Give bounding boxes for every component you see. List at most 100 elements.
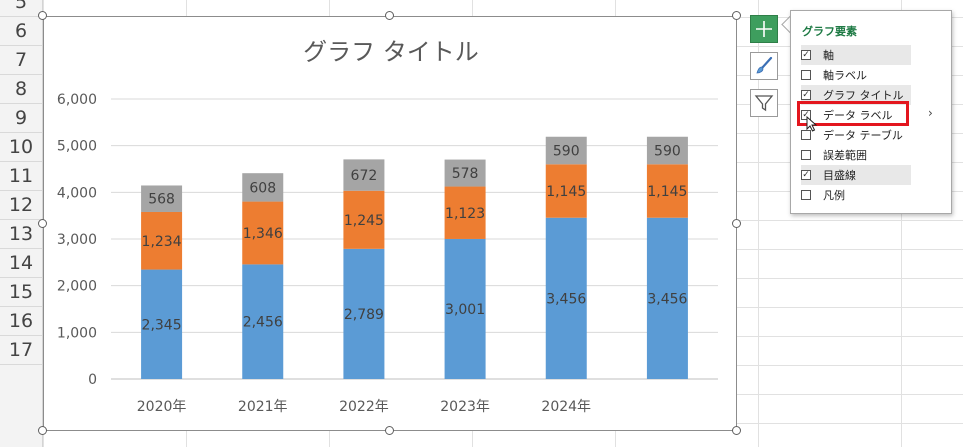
row-header-9[interactable]: 9 bbox=[0, 104, 42, 133]
row-header-12[interactable]: 12 bbox=[0, 191, 42, 220]
chart-filters-button[interactable] bbox=[750, 89, 778, 117]
chart-title[interactable]: グラフ タイトル bbox=[303, 38, 479, 66]
resize-handle-b[interactable] bbox=[385, 426, 394, 435]
row-header-17[interactable]: 17 bbox=[0, 336, 42, 365]
submenu-arrow-icon[interactable]: › bbox=[928, 106, 933, 120]
resize-handle-tl[interactable] bbox=[38, 11, 47, 20]
row-header-11[interactable]: 11 bbox=[0, 162, 42, 191]
row-header-7[interactable]: 7 bbox=[0, 46, 42, 75]
row-header-14[interactable]: 14 bbox=[0, 249, 42, 278]
checkbox[interactable]: ✓ bbox=[801, 109, 811, 120]
data-label[interactable]: 590 bbox=[654, 144, 681, 160]
data-label[interactable]: 608 bbox=[249, 180, 276, 196]
bar-segment[interactable] bbox=[545, 217, 587, 379]
data-label[interactable]: 2,456 bbox=[243, 315, 283, 331]
panel-item-data-labels[interactable]: ✓ データ ラベル bbox=[801, 105, 911, 125]
chart-styles-button[interactable] bbox=[750, 52, 778, 80]
y-tick-label[interactable]: 4,000 bbox=[57, 185, 97, 201]
checkbox[interactable] bbox=[801, 190, 811, 200]
plus-icon bbox=[756, 21, 772, 37]
x-tick-label[interactable]: 2024年 bbox=[541, 399, 591, 415]
data-label[interactable]: 578 bbox=[452, 166, 479, 182]
checkbox[interactable]: ✓ bbox=[801, 49, 811, 60]
bar-segment[interactable] bbox=[242, 201, 284, 265]
row-header-10[interactable]: 10 bbox=[0, 133, 42, 162]
resize-handle-tr[interactable] bbox=[732, 11, 741, 20]
bar-segment[interactable] bbox=[545, 164, 587, 218]
bar-segment[interactable] bbox=[242, 264, 284, 379]
panel-item-data-table[interactable]: データ テーブル bbox=[801, 125, 911, 145]
bar-segment[interactable] bbox=[545, 136, 587, 165]
panel-item-error-bars[interactable]: 誤差範囲 bbox=[801, 145, 911, 165]
panel-item-legend[interactable]: 凡例 bbox=[801, 185, 911, 205]
data-label[interactable]: 3,001 bbox=[445, 302, 485, 318]
panel-item-label: 誤差範囲 bbox=[823, 149, 867, 162]
chart-plot[interactable]: グラフ タイトル 0 1,000 2,000 3,000 4,000 5,000 6,000… bbox=[44, 17, 738, 432]
bar-segment[interactable] bbox=[444, 159, 486, 187]
bar-segment[interactable] bbox=[343, 248, 385, 379]
bar-segment[interactable] bbox=[444, 186, 486, 239]
data-label[interactable]: 1,245 bbox=[344, 213, 384, 229]
y-tick-label[interactable]: 3,000 bbox=[57, 232, 97, 248]
x-tick-label[interactable]: 2023年 bbox=[440, 399, 490, 415]
brush-icon bbox=[756, 56, 773, 74]
panel-item-chart-title[interactable]: ✓ グラフ タイトル bbox=[801, 85, 911, 105]
panel-item-label: 軸ラベル bbox=[823, 69, 867, 82]
panel-item-gridlines[interactable]: ✓ 目盛線 bbox=[801, 165, 911, 185]
bar-segment[interactable] bbox=[141, 269, 183, 379]
chart-area[interactable]: グラフ タイトル 0 1,000 2,000 3,000 4,000 5,000 6,000… bbox=[43, 16, 737, 431]
bar-segment[interactable] bbox=[242, 173, 284, 202]
funnel-icon bbox=[754, 95, 774, 112]
x-tick-label[interactable]: 2020年 bbox=[137, 399, 187, 415]
y-tick-label[interactable]: 0 bbox=[88, 372, 97, 388]
y-tick-label[interactable]: 6,000 bbox=[57, 92, 97, 108]
row-header-6[interactable]: 6 bbox=[0, 17, 42, 46]
checkbox[interactable]: ✓ bbox=[801, 169, 811, 180]
row-headers: 5 6 7 8 9 10 11 12 13 14 15 16 17 bbox=[0, 0, 43, 447]
bar-segment[interactable] bbox=[141, 185, 183, 212]
bar-segment[interactable] bbox=[343, 159, 385, 191]
data-label[interactable]: 2,345 bbox=[142, 317, 182, 333]
data-label[interactable]: 1,145 bbox=[647, 184, 687, 200]
row-header-15[interactable]: 15 bbox=[0, 278, 42, 307]
data-label[interactable]: 1,346 bbox=[243, 226, 283, 242]
checkbox[interactable] bbox=[801, 70, 811, 80]
y-tick-label[interactable]: 5,000 bbox=[57, 139, 97, 155]
data-label[interactable]: 2,789 bbox=[344, 307, 384, 323]
chart-elements-button[interactable] bbox=[750, 15, 778, 43]
row-header-5[interactable]: 5 bbox=[0, 0, 42, 17]
y-tick-label[interactable]: 2,000 bbox=[57, 279, 97, 295]
bar-segment[interactable] bbox=[343, 190, 385, 249]
panel-item-axis-titles[interactable]: 軸ラベル bbox=[801, 65, 911, 85]
checkbox[interactable] bbox=[801, 150, 811, 160]
data-label[interactable]: 1,145 bbox=[546, 184, 586, 200]
row-header-16[interactable]: 16 bbox=[0, 307, 42, 336]
panel-item-axes[interactable]: ✓ 軸 bbox=[801, 45, 911, 65]
x-tick-label[interactable]: 2021年 bbox=[238, 399, 288, 415]
row-header-8[interactable]: 8 bbox=[0, 75, 42, 104]
row-header-13[interactable]: 13 bbox=[0, 220, 42, 249]
bar-segment[interactable] bbox=[646, 164, 688, 218]
resize-handle-bl[interactable] bbox=[38, 426, 47, 435]
data-label[interactable]: 590 bbox=[553, 144, 580, 160]
resize-handle-t[interactable] bbox=[385, 11, 394, 20]
bar-segment[interactable] bbox=[646, 217, 688, 379]
data-label[interactable]: 3,456 bbox=[546, 291, 586, 307]
bar-segment[interactable] bbox=[141, 211, 183, 270]
resize-handle-br[interactable] bbox=[732, 426, 741, 435]
data-label[interactable]: 1,234 bbox=[142, 234, 182, 250]
data-label[interactable]: 3,456 bbox=[647, 291, 687, 307]
x-tick-label[interactable]: 2022年 bbox=[339, 399, 389, 415]
bar-segment[interactable] bbox=[646, 136, 688, 165]
panel-item-label: グラフ タイトル bbox=[823, 89, 904, 102]
y-tick-label[interactable]: 1,000 bbox=[57, 325, 97, 341]
bar-segment[interactable] bbox=[444, 238, 486, 379]
data-label[interactable]: 672 bbox=[351, 168, 378, 184]
resize-handle-l[interactable] bbox=[38, 219, 47, 228]
data-label[interactable]: 1,123 bbox=[445, 206, 485, 222]
resize-handle-r[interactable] bbox=[732, 219, 741, 228]
checkbox[interactable] bbox=[801, 130, 811, 140]
panel-item-label: データ テーブル bbox=[823, 129, 903, 142]
checkbox[interactable]: ✓ bbox=[801, 89, 811, 100]
data-label[interactable]: 568 bbox=[148, 192, 175, 208]
